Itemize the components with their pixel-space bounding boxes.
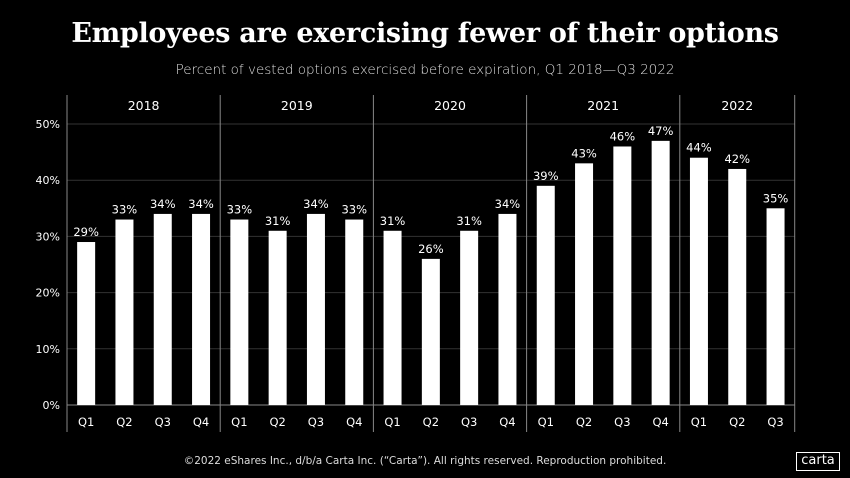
x-tick-label: Q4 (652, 415, 668, 429)
x-tick-label: Q3 (308, 415, 324, 429)
data-label: 43% (571, 146, 597, 160)
x-tick-label: Q2 (423, 415, 439, 429)
y-tick-label: 50% (36, 118, 60, 131)
data-label: 31% (380, 214, 406, 228)
bar (421, 258, 440, 405)
data-label: 34% (150, 197, 176, 211)
data-label: 44% (686, 141, 712, 155)
bar (613, 146, 632, 406)
data-label: 42% (724, 152, 750, 166)
year-label: 2019 (281, 98, 313, 113)
year-label: 2020 (434, 98, 466, 113)
bar (345, 219, 364, 405)
bar (651, 140, 670, 406)
y-tick-label: 10% (36, 343, 60, 356)
bar (536, 185, 555, 405)
x-tick-label: Q4 (499, 415, 515, 429)
x-tick-label: Q1 (691, 415, 707, 429)
bar (77, 242, 96, 405)
data-label: 33% (112, 203, 138, 217)
data-label: 29% (73, 225, 99, 239)
bar (230, 219, 249, 405)
copyright-footer: ©2022 eShares Inc., d/b/a Carta Inc. (“C… (183, 455, 667, 467)
bar (575, 163, 594, 405)
carta-logo: carta (796, 452, 840, 471)
x-tick-label: Q2 (116, 415, 132, 429)
data-label: 34% (303, 197, 329, 211)
bar (460, 230, 479, 405)
x-tick-label: Q2 (269, 415, 285, 429)
data-label: 31% (265, 214, 291, 228)
year-label: 2018 (128, 98, 160, 113)
bar (268, 230, 287, 405)
x-tick-label: Q1 (78, 415, 94, 429)
data-label: 26% (418, 242, 444, 256)
y-tick-label: 30% (36, 230, 60, 243)
year-label: 2021 (587, 98, 619, 113)
data-label: 35% (763, 191, 789, 205)
x-tick-label: Q2 (576, 415, 592, 429)
y-tick-label: 20% (36, 287, 60, 300)
bar (689, 157, 708, 405)
data-label: 33% (341, 203, 367, 217)
bar (498, 213, 517, 405)
x-tick-label: Q1 (231, 415, 247, 429)
bar (766, 208, 785, 405)
bar (728, 168, 747, 405)
x-tick-label: Q4 (346, 415, 362, 429)
x-tick-label: Q3 (614, 415, 630, 429)
bar (383, 230, 402, 405)
x-tick-label: Q1 (384, 415, 400, 429)
data-label: 47% (648, 124, 674, 138)
x-tick-label: Q3 (155, 415, 171, 429)
year-label: 2022 (721, 98, 753, 113)
x-tick-label: Q3 (767, 415, 783, 429)
y-tick-label: 0% (43, 399, 60, 412)
chart-subtitle: Percent of vested options exercised befo… (175, 62, 675, 78)
x-tick-label: Q3 (461, 415, 477, 429)
data-label: 31% (456, 214, 482, 228)
bar (306, 213, 325, 405)
data-label: 34% (188, 197, 214, 211)
data-label: 33% (227, 203, 253, 217)
chart-title: Employees are exercising fewer of their … (71, 18, 779, 49)
bar (153, 213, 172, 405)
data-label: 39% (533, 169, 559, 183)
x-tick-label: Q4 (193, 415, 209, 429)
data-label: 34% (495, 197, 521, 211)
x-tick-label: Q2 (729, 415, 745, 429)
y-tick-label: 40% (36, 174, 60, 187)
bar (115, 219, 134, 405)
bar (192, 213, 211, 405)
x-tick-label: Q1 (538, 415, 554, 429)
data-label: 46% (610, 129, 636, 143)
